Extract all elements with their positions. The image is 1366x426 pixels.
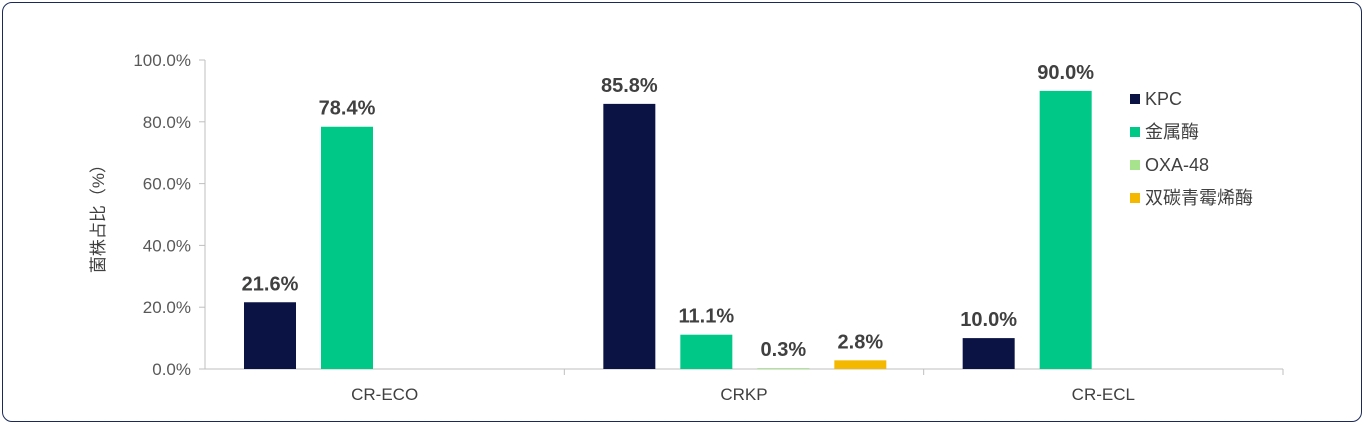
bar <box>680 334 733 369</box>
data-label: 10.0% <box>960 309 1017 331</box>
y-tick-label: 80.0% <box>143 113 191 132</box>
legend-label: 金属酶 <box>1145 122 1199 142</box>
bar <box>603 103 656 370</box>
bar <box>321 126 373 369</box>
y-tick-label: 20.0% <box>143 298 191 317</box>
x-category-label: CR-ECL <box>1072 385 1135 404</box>
data-label: 21.6% <box>242 273 299 295</box>
legend: KPC 金属酶 OXA-48 双碳青霉烯酶 <box>1130 89 1253 208</box>
y-axis-label: 菌株占比（%） <box>89 156 108 273</box>
legend-label: KPC <box>1145 89 1182 109</box>
bars: 21.6% 78.4% 85.8% 11.1% 0.3% 2.8% 10.0% 90.0% <box>242 62 1094 370</box>
legend-label: 双碳青霉烯酶 <box>1145 188 1253 208</box>
legend-swatch <box>1130 193 1140 203</box>
x-category-label: CR-ECO <box>351 385 418 404</box>
axes: 0.0% 20.0% 40.0% 60.0% 80.0% 100.0% CR-ECO CRKP… <box>133 51 1284 404</box>
bar <box>1039 90 1092 370</box>
y-tick-label: 100.0% <box>133 51 191 70</box>
data-label: 78.4% <box>319 98 376 120</box>
bar <box>962 338 1015 369</box>
bar <box>244 302 296 369</box>
y-tick-label: 60.0% <box>143 175 191 194</box>
data-label: 85.8% <box>601 75 658 97</box>
data-label: 90.0% <box>1037 62 1094 84</box>
data-label: 2.8% <box>838 331 884 353</box>
bar <box>757 368 810 369</box>
y-tick-label: 40.0% <box>143 236 191 255</box>
bar <box>834 360 887 369</box>
x-category-label: CRKP <box>720 385 767 404</box>
legend-swatch <box>1130 94 1140 104</box>
data-label: 0.3% <box>761 339 807 361</box>
y-tick-label: 0.0% <box>152 360 191 379</box>
legend-swatch <box>1130 160 1140 170</box>
legend-label: OXA-48 <box>1145 155 1209 175</box>
legend-swatch <box>1130 127 1140 137</box>
data-label: 11.1% <box>679 306 735 328</box>
